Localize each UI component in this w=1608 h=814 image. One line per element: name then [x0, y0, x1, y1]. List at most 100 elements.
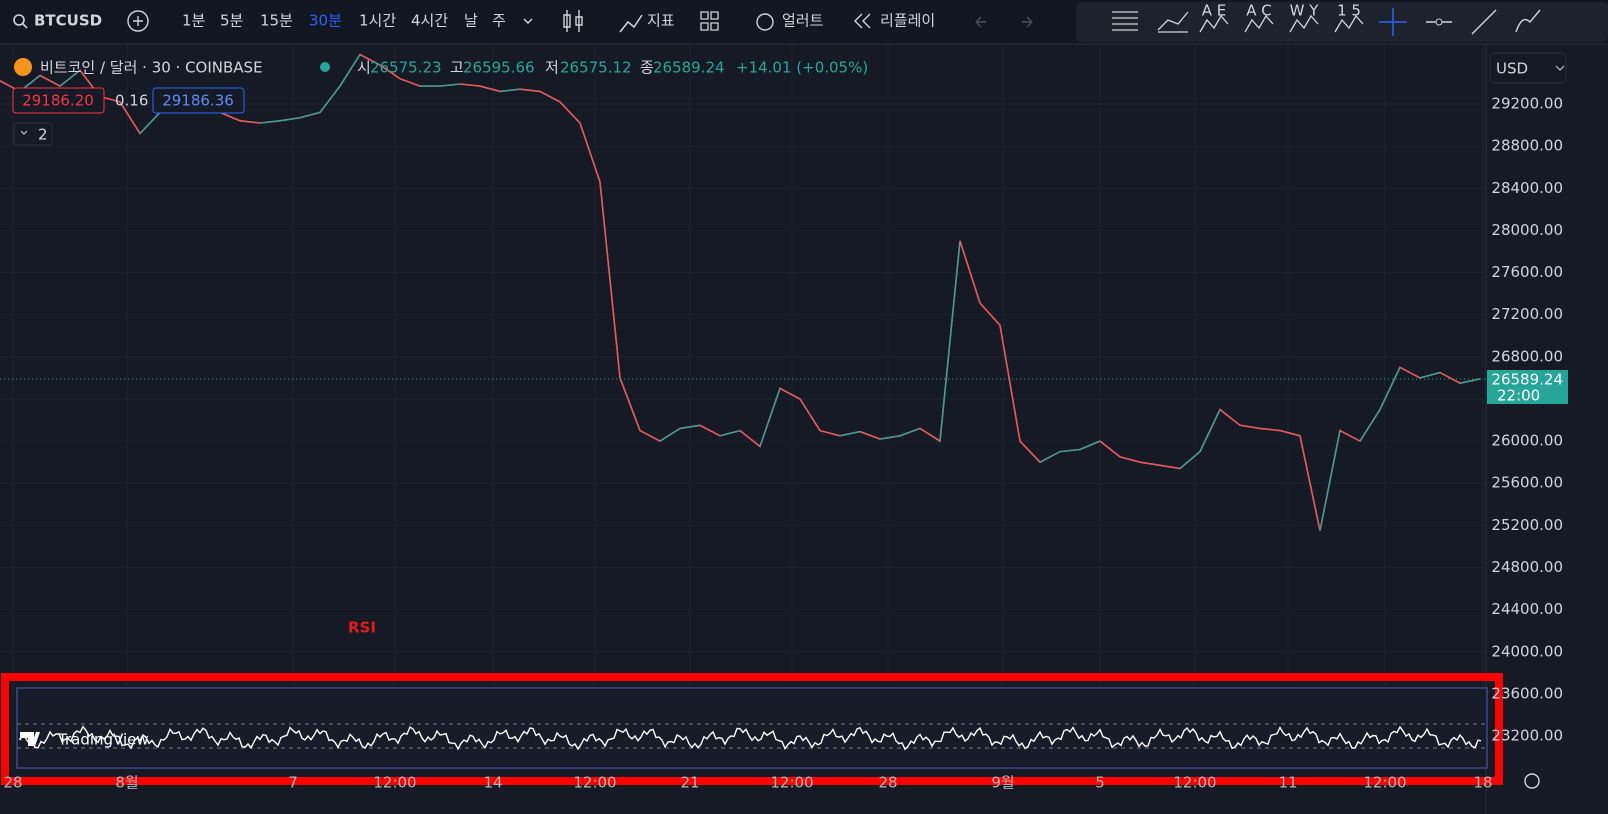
price-segment [699, 424, 721, 437]
price-segment [1019, 440, 1041, 463]
layout-icon[interactable] [700, 11, 719, 31]
collapsed-count[interactable]: 2 [38, 126, 48, 144]
time-tick-label: 18 [1473, 774, 1492, 792]
price-segment [579, 122, 601, 183]
symbol[interactable]: BTCUSD [34, 12, 102, 30]
price-segment [379, 64, 401, 80]
rsi-group [19, 725, 1482, 751]
annotation: RSI [348, 619, 376, 637]
price-segment [879, 435, 901, 440]
bitcoin-icon [14, 58, 32, 76]
tool-ray[interactable] [1471, 9, 1497, 35]
time-tick-label: 8월 [115, 774, 138, 792]
price-segment [399, 78, 421, 87]
price-segment [479, 85, 501, 92]
price-segment [659, 427, 681, 442]
redo[interactable] [1022, 16, 1033, 28]
price-segment [1399, 366, 1421, 379]
time-tick-label: 5 [1095, 774, 1105, 792]
time-tick-label: 28 [878, 774, 897, 792]
last-price: 26589.24 [1491, 371, 1563, 389]
ohlc-label: 시 [357, 59, 371, 77]
tool-lines[interactable] [1112, 11, 1138, 31]
ohlc-label: 종 [640, 59, 654, 77]
tool-label[interactable]: A C [1246, 2, 1272, 20]
interval-button[interactable]: 날 [464, 12, 478, 30]
interval-button[interactable]: 1분 [182, 12, 206, 30]
interval-dropdown[interactable] [523, 18, 533, 24]
interval-button[interactable]: 15분 [260, 12, 293, 30]
undo[interactable] [975, 16, 986, 28]
price-segment [739, 430, 761, 447]
tool-brush[interactable] [1515, 9, 1541, 33]
tool-icon[interactable] [1289, 14, 1319, 33]
price-segment [899, 427, 921, 437]
price-segment [1059, 448, 1081, 453]
price-tick-label: 25200.00 [1491, 516, 1563, 534]
price-tick-label: 24400.00 [1491, 600, 1563, 618]
price-segment [39, 75, 61, 87]
tool-label[interactable]: A E [1202, 2, 1227, 20]
interval-button[interactable]: 5분 [220, 12, 244, 30]
add-symbol-icon [133, 16, 143, 26]
price-segment [519, 88, 541, 92]
price-segment [839, 431, 861, 437]
time-tick-label: 28 [3, 774, 22, 792]
search-icon[interactable] [13, 14, 25, 26]
price-segment [359, 53, 381, 66]
price-segment [59, 69, 81, 87]
search-icon [22, 23, 28, 29]
tool-label[interactable]: W Y [1290, 2, 1320, 20]
price-segment [1439, 372, 1461, 384]
currency[interactable]: USD [1496, 60, 1528, 78]
bid[interactable]: 29186.20 [22, 92, 94, 110]
indicators-button[interactable]: 지표 [647, 12, 675, 30]
tool-hline [1435, 18, 1443, 26]
tool-icon[interactable] [1244, 14, 1274, 33]
price-segment [219, 111, 241, 122]
price-segment [139, 112, 161, 134]
price-segment [1259, 427, 1281, 432]
price-segment [459, 83, 481, 87]
time-tick-label: 12:00 [373, 774, 416, 792]
alert-icon[interactable] [756, 13, 774, 31]
price-segment [779, 387, 801, 400]
time-tick-label: 12:00 [770, 774, 813, 792]
ask[interactable]: 29186.36 [162, 92, 234, 110]
interval-button[interactable]: 1시간 [359, 12, 396, 30]
ohlc-value: 26575.23 [370, 59, 442, 77]
tool-trend[interactable] [1157, 11, 1189, 33]
time-tick-label: 12:00 [1363, 774, 1406, 792]
ask-box[interactable] [152, 87, 245, 114]
currency-dropdown [1555, 65, 1565, 71]
time-tick-label: 9월 [991, 774, 1014, 792]
price-segment [1119, 456, 1141, 463]
price-segment [939, 240, 961, 442]
indicator-icon[interactable] [619, 14, 643, 33]
time-tick-label: 7 [288, 774, 298, 792]
price-segment [1239, 424, 1261, 430]
tool-icon[interactable] [1334, 14, 1364, 33]
price-tick-label: 24000.00 [1491, 642, 1563, 660]
settings-icon[interactable] [1524, 773, 1540, 789]
interval-button[interactable]: 30분 [309, 12, 342, 30]
replay-button[interactable]: 리플레이 [880, 12, 935, 30]
tool-icon[interactable] [1199, 14, 1229, 33]
collapse-box[interactable] [13, 122, 53, 146]
interval-button[interactable]: 주 [492, 12, 506, 30]
currency-box[interactable] [1489, 52, 1567, 84]
price-segment [439, 83, 461, 87]
ohlc-value: 26589.24 [653, 59, 725, 77]
tool-label[interactable]: 1 5 [1337, 2, 1361, 20]
bid-box[interactable] [12, 87, 105, 114]
price-segment [1079, 440, 1101, 451]
price-segment [1419, 372, 1441, 379]
add-symbol[interactable] [127, 10, 149, 32]
price-segment [719, 429, 741, 437]
alert-button[interactable]: 얼러트 [782, 12, 824, 30]
replay-icon[interactable] [854, 13, 871, 29]
rsi-line [19, 725, 1482, 751]
interval-button[interactable]: 4시간 [411, 12, 448, 30]
chart-type-icon[interactable] [563, 10, 583, 32]
